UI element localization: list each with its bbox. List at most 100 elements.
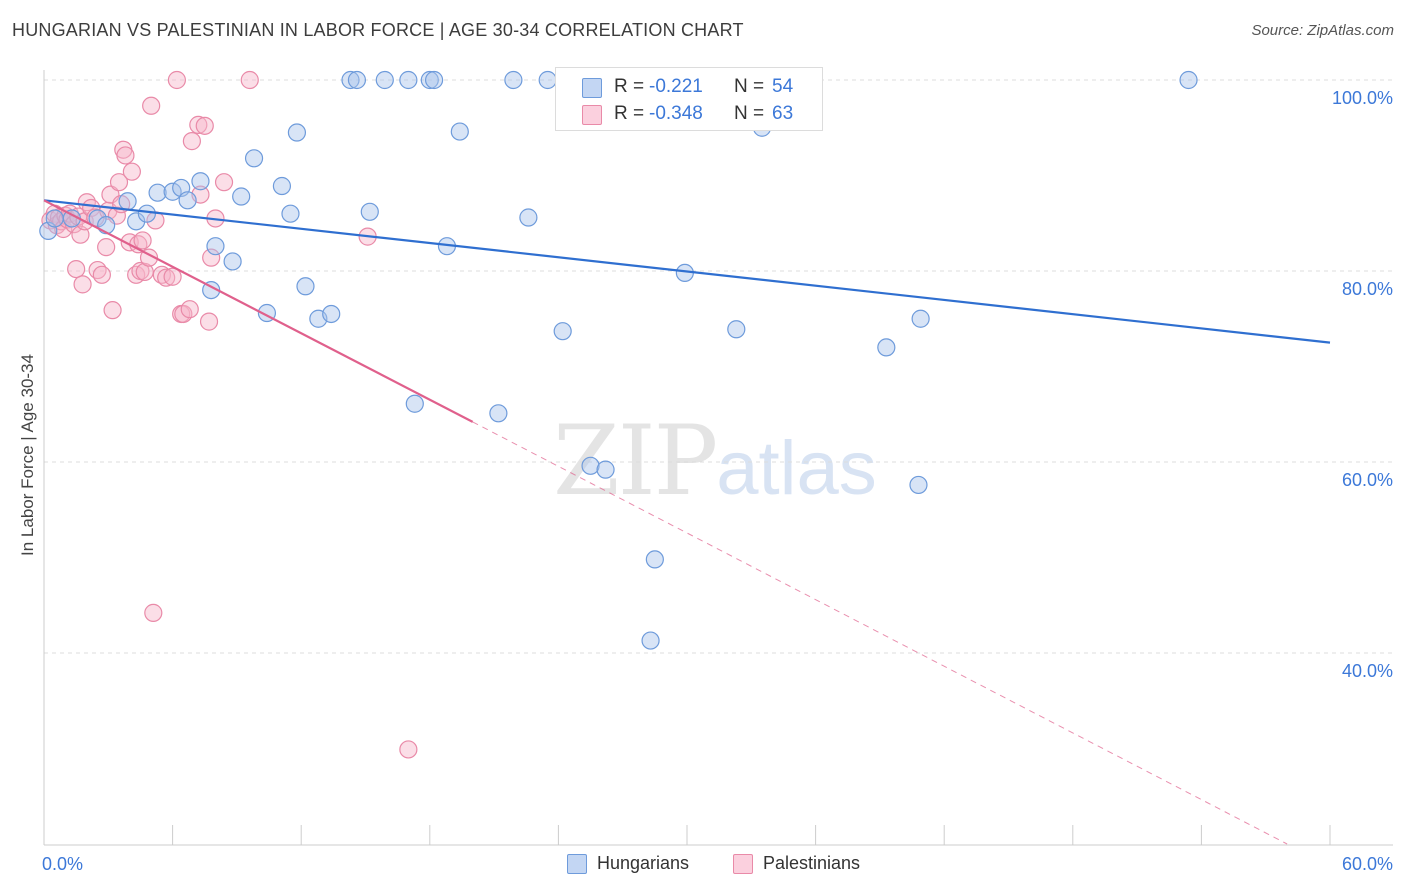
hungarian-point bbox=[450, 122, 469, 141]
legend-r-label: R = bbox=[614, 76, 645, 97]
y-tick-label: 60.0% bbox=[1342, 470, 1393, 490]
hungarian-point bbox=[519, 208, 538, 227]
hungarian-point bbox=[581, 456, 600, 475]
palestinians-trend-line bbox=[43, 199, 474, 423]
hungarian-point bbox=[232, 187, 251, 206]
hungarian-point bbox=[727, 320, 746, 339]
chart-title: HUNGARIAN VS PALESTINIAN IN LABOR FORCE … bbox=[12, 20, 744, 40]
palestinian-point bbox=[97, 238, 116, 257]
legend-r-label: R = bbox=[614, 103, 645, 124]
watermark-zip: ZIP bbox=[553, 405, 718, 517]
hungarian-point bbox=[1179, 70, 1198, 90]
palestinians-swatch bbox=[733, 854, 753, 874]
stats-legend: R = -0.221 N = 54 R = -0.348 N = 63 bbox=[555, 67, 823, 131]
legend-swatch-pink bbox=[582, 105, 602, 125]
hungarian-point bbox=[287, 123, 307, 142]
hungarian-point bbox=[223, 252, 242, 271]
axes bbox=[43, 70, 1393, 846]
hungarian-point bbox=[281, 204, 300, 223]
palestinian-point bbox=[67, 259, 86, 279]
hungarian-point bbox=[909, 475, 928, 495]
palestinian-point bbox=[195, 116, 214, 135]
legend-n-value: 63 bbox=[772, 103, 794, 124]
hungarian-point bbox=[244, 149, 264, 168]
legend-n-value: 54 bbox=[772, 76, 794, 97]
hungarian-point bbox=[341, 70, 360, 90]
hungarian-point bbox=[296, 277, 315, 296]
palestinian-point bbox=[73, 275, 92, 294]
watermark-atlas: atlas bbox=[716, 426, 877, 511]
y-tick-label: 80.0% bbox=[1342, 279, 1393, 299]
palestinian-point bbox=[202, 248, 221, 267]
hungarian-point bbox=[45, 209, 64, 228]
gridlines bbox=[44, 79, 1393, 654]
hungarian-point bbox=[118, 192, 137, 211]
hungarian-point bbox=[178, 191, 197, 210]
palestinians-trend-extension bbox=[472, 421, 1288, 845]
palestinian-point bbox=[122, 162, 141, 181]
legend-swatch-blue bbox=[582, 78, 602, 98]
palestinian-point bbox=[82, 198, 101, 218]
palestinian-point bbox=[157, 268, 176, 287]
hungarians-trend-line bbox=[43, 199, 1331, 344]
palestinian-point bbox=[71, 225, 90, 244]
hungarian-point bbox=[504, 70, 523, 90]
hungarians-swatch bbox=[567, 854, 587, 874]
palestinian-point bbox=[144, 603, 163, 622]
palestinian-point bbox=[163, 267, 182, 286]
palestinian-point bbox=[182, 132, 201, 151]
palestinian-point bbox=[142, 96, 161, 115]
hungarian-point bbox=[553, 322, 572, 341]
hungarian-point bbox=[877, 338, 896, 357]
palestinian-point bbox=[135, 262, 154, 282]
hungarian-point bbox=[191, 172, 210, 191]
palestinian-point bbox=[199, 312, 219, 331]
palestinian-point bbox=[133, 231, 152, 250]
palestinian-point bbox=[214, 173, 234, 192]
y-axis-label: In Labor Force | Age 30-34 bbox=[18, 354, 37, 556]
x-tick-label: 60.0% bbox=[1342, 854, 1393, 874]
hungarian-point bbox=[272, 176, 292, 196]
hungarian-point bbox=[538, 70, 557, 90]
legend-r-value: -0.348 bbox=[649, 103, 703, 124]
legend-n-label: N = bbox=[734, 103, 765, 124]
hungarian-point bbox=[322, 304, 341, 324]
palestinian-point bbox=[399, 740, 418, 759]
hungarian-point bbox=[97, 216, 116, 235]
hungarian-point bbox=[596, 460, 615, 479]
palestinian-point bbox=[103, 301, 122, 320]
legend-row-hungarians: R = -0.221 N = 54 bbox=[556, 74, 822, 100]
trend-lines bbox=[43, 199, 1331, 845]
palestinian-point bbox=[167, 70, 186, 90]
legend-n-label: N = bbox=[734, 76, 765, 97]
palestinian-point bbox=[180, 300, 199, 319]
hungarian-point bbox=[645, 550, 664, 569]
palestinian-point bbox=[109, 173, 129, 192]
hungarian-point bbox=[405, 394, 424, 413]
source-note: Source: ZipAtlas.com bbox=[1251, 22, 1394, 39]
hungarians-series bbox=[39, 70, 1198, 650]
hungarian-point bbox=[360, 202, 379, 221]
hungarian-point bbox=[420, 70, 439, 90]
hungarian-point bbox=[424, 70, 444, 90]
legend-row-palestinians: R = -0.348 N = 63 bbox=[556, 101, 822, 127]
palestinian-point bbox=[189, 115, 208, 134]
hungarian-point bbox=[399, 70, 418, 90]
palestinian-point bbox=[92, 265, 111, 284]
hungarians-label: Hungarians bbox=[597, 853, 690, 873]
legend-r-value: -0.221 bbox=[649, 76, 703, 97]
tick-labels: 40.0% 60.0% 80.0% 100.0% 0.0% 60.0% bbox=[42, 88, 1393, 874]
palestinian-point bbox=[240, 70, 259, 90]
hungarian-point bbox=[148, 183, 167, 202]
hungarian-point bbox=[375, 70, 394, 90]
hungarian-point bbox=[347, 70, 367, 90]
palestinians-label: Palestinians bbox=[763, 853, 861, 873]
palestinians-series bbox=[41, 70, 418, 759]
hungarian-point bbox=[163, 182, 182, 201]
palestinian-point bbox=[116, 146, 135, 165]
hungarian-point bbox=[489, 404, 508, 423]
hungarian-point bbox=[137, 204, 156, 223]
hungarian-point bbox=[911, 309, 930, 328]
y-tick-label: 100.0% bbox=[1332, 88, 1393, 108]
x-tick-label: 0.0% bbox=[42, 854, 83, 874]
